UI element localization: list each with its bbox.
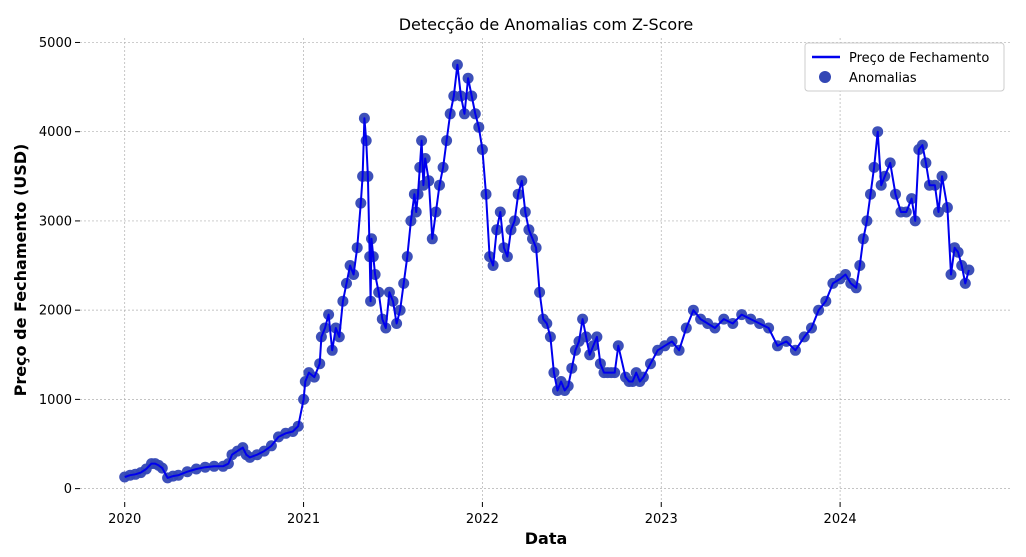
anomaly-markers — [119, 59, 975, 484]
y-tick-label: 1000 — [39, 393, 72, 408]
legend-marker-swatch — [819, 71, 831, 83]
x-tick-label: 2023 — [645, 512, 678, 527]
x-tick-label: 2022 — [466, 512, 499, 527]
closing-price-line — [124, 63, 970, 479]
x-tick-label: 2024 — [824, 512, 857, 527]
y-axis-label: Preço de Fechamento (USD) — [11, 144, 30, 397]
y-tick-label: 2000 — [39, 304, 72, 319]
grid-layer — [80, 38, 1010, 502]
y-tick-label: 3000 — [39, 214, 72, 229]
series-layer — [119, 59, 975, 484]
y-tick-label: 4000 — [39, 125, 72, 140]
x-tick-label: 2020 — [108, 512, 141, 527]
x-tick-label: 2021 — [287, 512, 320, 527]
legend-label-closing-price: Preço de Fechamento — [849, 51, 989, 66]
chart-title: Detecção de Anomalias com Z-Score — [399, 15, 694, 34]
legend-box — [804, 42, 1005, 92]
legend: Preço de Fechamento Anomalias — [804, 42, 1005, 92]
legend-label-anomalies: Anomalias — [849, 71, 917, 86]
tick-layer: 0 1000 2000 3000 4000 5000 2020 2021 2022 2023 202… — [39, 36, 857, 527]
y-tick-label: 5000 — [39, 36, 72, 51]
x-axis-label: Data — [525, 529, 568, 548]
y-tick-label: 0 — [64, 482, 72, 497]
